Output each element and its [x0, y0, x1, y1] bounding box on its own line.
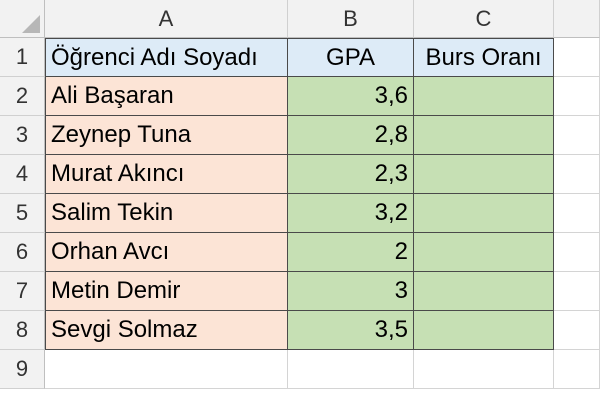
cell-c9[interactable] [414, 350, 554, 389]
cell-d4[interactable] [554, 155, 600, 194]
cell-b3-gpa[interactable]: 2,8 [288, 116, 414, 155]
cell-d7[interactable] [554, 272, 600, 311]
cell-a1-name-header[interactable]: Öğrenci Adı Soyadı [45, 38, 288, 77]
cell-c6-scholarship[interactable] [414, 233, 554, 272]
cell-c5-scholarship[interactable] [414, 194, 554, 233]
cell-a9[interactable] [45, 350, 288, 389]
cell-a5-name[interactable]: Salim Tekin [45, 194, 288, 233]
cell-a6-name[interactable]: Orhan Avcı [45, 233, 288, 272]
row-header-7[interactable]: 7 [0, 272, 45, 311]
cell-d9[interactable] [554, 350, 600, 389]
row-header-5[interactable]: 5 [0, 194, 45, 233]
cell-c1-scholarship-header[interactable]: Burs Oranı [414, 38, 554, 77]
cell-a2-name[interactable]: Ali Başaran [45, 77, 288, 116]
cell-b8-gpa[interactable]: 3,5 [288, 311, 414, 350]
select-all-corner[interactable] [0, 0, 45, 38]
column-header-a[interactable]: A [45, 0, 288, 38]
cell-b5-gpa[interactable]: 3,2 [288, 194, 414, 233]
cell-a3-name[interactable]: Zeynep Tuna [45, 116, 288, 155]
cell-d1[interactable] [554, 38, 600, 77]
row-header-3[interactable]: 3 [0, 116, 45, 155]
cell-b1-gpa-header[interactable]: GPA [288, 38, 414, 77]
cell-a7-name[interactable]: Metin Demir [45, 272, 288, 311]
cell-c7-scholarship[interactable] [414, 272, 554, 311]
cell-c3-scholarship[interactable] [414, 116, 554, 155]
select-all-triangle-icon [22, 15, 40, 33]
row-header-2[interactable]: 2 [0, 77, 45, 116]
row-header-1[interactable]: 1 [0, 38, 45, 77]
cell-c2-scholarship[interactable] [414, 77, 554, 116]
cell-b2-gpa[interactable]: 3,6 [288, 77, 414, 116]
cell-d3[interactable] [554, 116, 600, 155]
cell-d5[interactable] [554, 194, 600, 233]
cell-c8-scholarship[interactable] [414, 311, 554, 350]
cell-b4-gpa[interactable]: 2,3 [288, 155, 414, 194]
cell-a8-name[interactable]: Sevgi Solmaz [45, 311, 288, 350]
cell-b9[interactable] [288, 350, 414, 389]
cell-b6-gpa[interactable]: 2 [288, 233, 414, 272]
cell-b7-gpa[interactable]: 3 [288, 272, 414, 311]
cell-d2[interactable] [554, 77, 600, 116]
cell-d8[interactable] [554, 311, 600, 350]
column-header-c[interactable]: C [414, 0, 554, 38]
row-header-4[interactable]: 4 [0, 155, 45, 194]
row-header-8[interactable]: 8 [0, 311, 45, 350]
cell-d6[interactable] [554, 233, 600, 272]
row-header-9[interactable]: 9 [0, 350, 45, 389]
column-header-b[interactable]: B [288, 0, 414, 38]
spreadsheet-grid: A B C 1 Öğrenci Adı Soyadı GPA Burs Oran… [0, 0, 600, 389]
column-header-d[interactable] [554, 0, 600, 38]
cell-a4-name[interactable]: Murat Akıncı [45, 155, 288, 194]
row-header-6[interactable]: 6 [0, 233, 45, 272]
cell-c4-scholarship[interactable] [414, 155, 554, 194]
